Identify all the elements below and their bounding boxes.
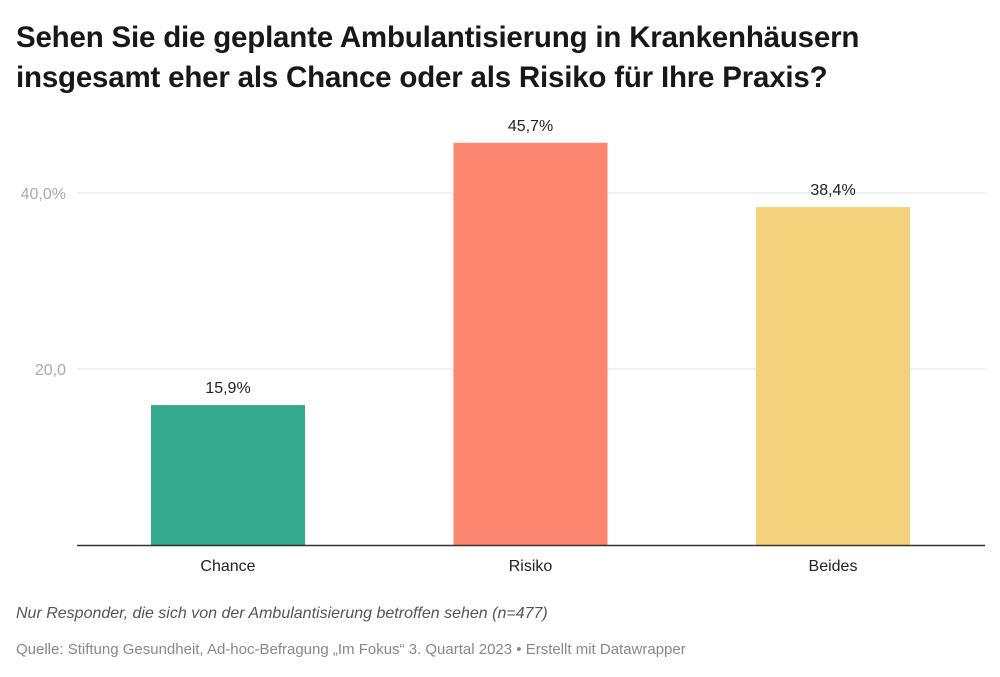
- bar-risiko: [453, 142, 608, 545]
- bar-chart: 20,0 40,0% 15,9% Chance 45,7% Risiko 38,4% Beid…: [21, 118, 985, 575]
- y-tick-label: 20,0: [35, 362, 66, 379]
- data-label: 38,4%: [810, 182, 855, 199]
- chart-title: Sehen Sie die geplante Ambulantisierung …: [16, 21, 860, 94]
- data-label: 15,9%: [205, 380, 250, 397]
- bar-chance: [151, 405, 305, 545]
- x-tick-label: Risiko: [509, 558, 553, 575]
- y-tick-label: 40,0%: [21, 186, 66, 203]
- chart-source: Quelle: Stiftung Gesundheit, Ad-hoc-Befr…: [16, 641, 686, 658]
- bar-beides: [756, 207, 910, 545]
- x-tick-label: Beides: [809, 558, 858, 575]
- data-label: 45,7%: [508, 118, 553, 135]
- x-tick-label: Chance: [200, 558, 255, 575]
- chart-notes: Nur Responder, die sich von der Ambulant…: [16, 605, 548, 622]
